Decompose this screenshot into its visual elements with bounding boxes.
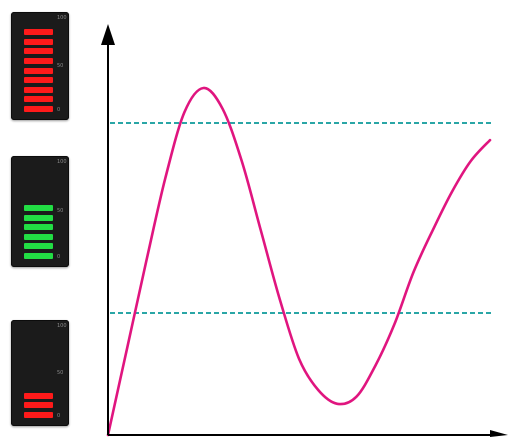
signal-curve <box>108 88 490 435</box>
y-axis-arrow-icon <box>101 24 115 45</box>
x-axis-arrow-icon <box>490 430 508 437</box>
